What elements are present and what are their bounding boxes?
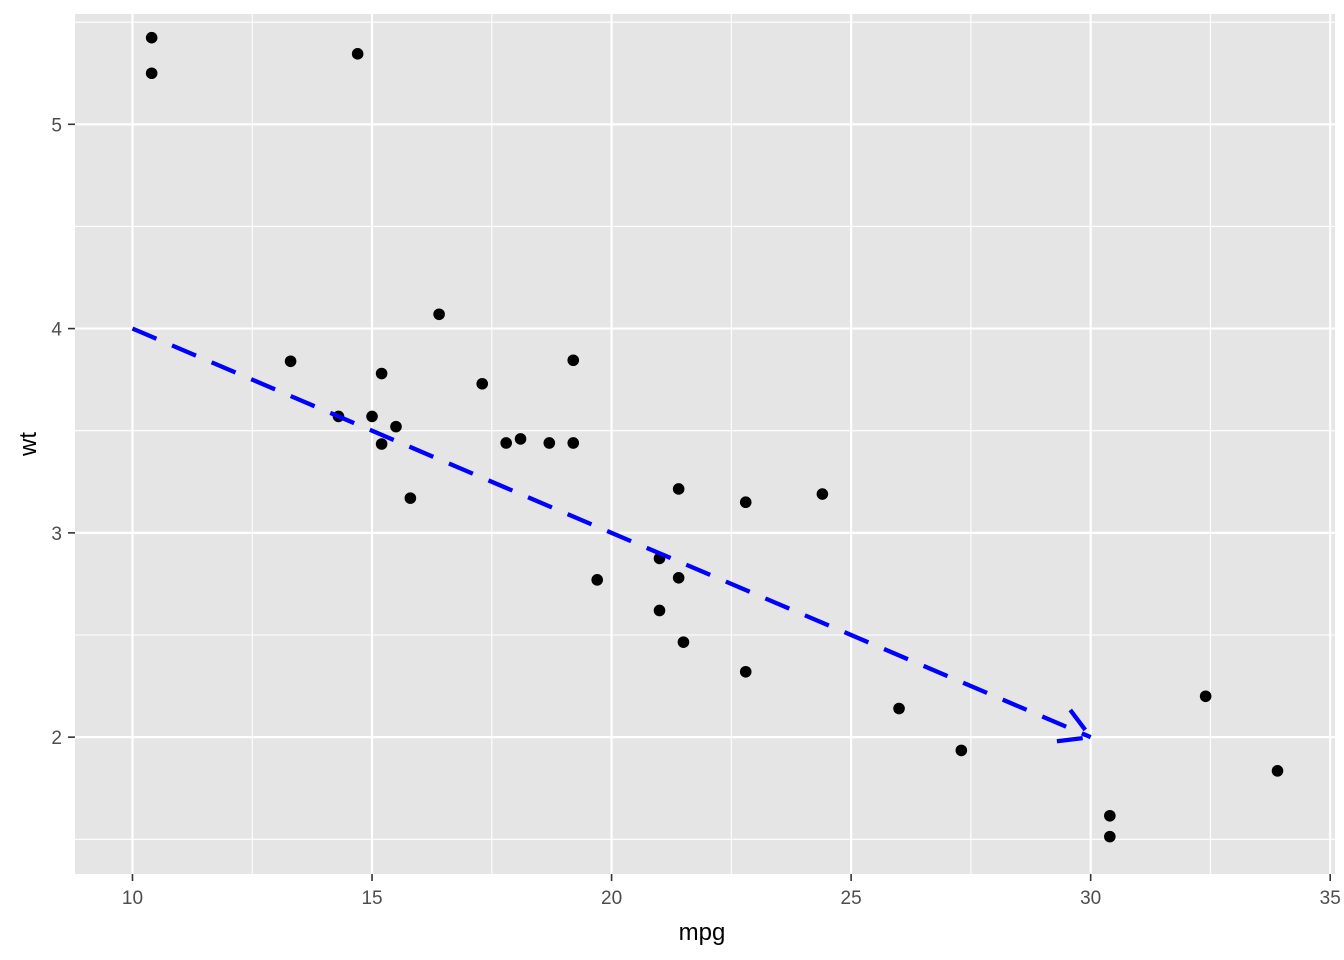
arrow-head: [1056, 708, 1095, 744]
x-axis-title: mpg: [679, 919, 726, 946]
data-point: [476, 377, 489, 390]
data-point: [739, 665, 752, 678]
y-tick-label: 3: [51, 524, 62, 545]
annotations: [131, 326, 1095, 744]
data-point: [653, 604, 666, 617]
data-point: [543, 437, 556, 449]
data-points: [145, 31, 1284, 843]
data-point: [677, 636, 690, 648]
data-point: [351, 48, 364, 60]
x-tick-label: 15: [361, 888, 382, 909]
data-point: [591, 574, 604, 586]
data-point: [1104, 809, 1116, 822]
x-tick-label: 35: [1320, 888, 1341, 909]
y-axis: 2 3 4 5: [51, 115, 75, 749]
data-point: [145, 31, 158, 44]
data-point: [404, 492, 417, 504]
y-tick-label: 2: [51, 728, 62, 749]
plot-panel: [75, 14, 1335, 874]
data-point: [893, 702, 905, 715]
data-point: [739, 496, 752, 509]
data-point: [567, 437, 580, 449]
data-point: [375, 438, 388, 450]
x-axis: 10 15 20 25 30 35: [122, 874, 1341, 909]
data-point: [375, 367, 388, 380]
data-point: [1104, 830, 1116, 843]
data-point: [955, 744, 968, 757]
minor-grid: [75, 14, 1335, 874]
y-axis-title: wt: [15, 432, 42, 457]
dashed-arrow-line: [131, 326, 1092, 740]
y-tick-label: 4: [51, 320, 62, 341]
data-point: [390, 420, 402, 433]
x-tick-label: 30: [1080, 888, 1101, 909]
data-point: [433, 308, 445, 321]
x-tick-label: 10: [122, 888, 143, 909]
data-point: [672, 572, 685, 584]
data-point: [284, 355, 297, 368]
major-grid: [75, 14, 1335, 874]
data-point: [816, 488, 829, 500]
data-point: [672, 483, 685, 495]
data-point: [500, 437, 512, 449]
data-point: [1199, 690, 1212, 703]
data-point: [1271, 765, 1284, 777]
data-point: [514, 433, 527, 445]
x-tick-label: 25: [841, 888, 862, 909]
y-tick-label: 5: [51, 115, 62, 136]
data-point: [366, 410, 378, 423]
data-point: [567, 354, 580, 367]
data-point: [145, 67, 158, 80]
x-tick-label: 20: [601, 888, 622, 909]
